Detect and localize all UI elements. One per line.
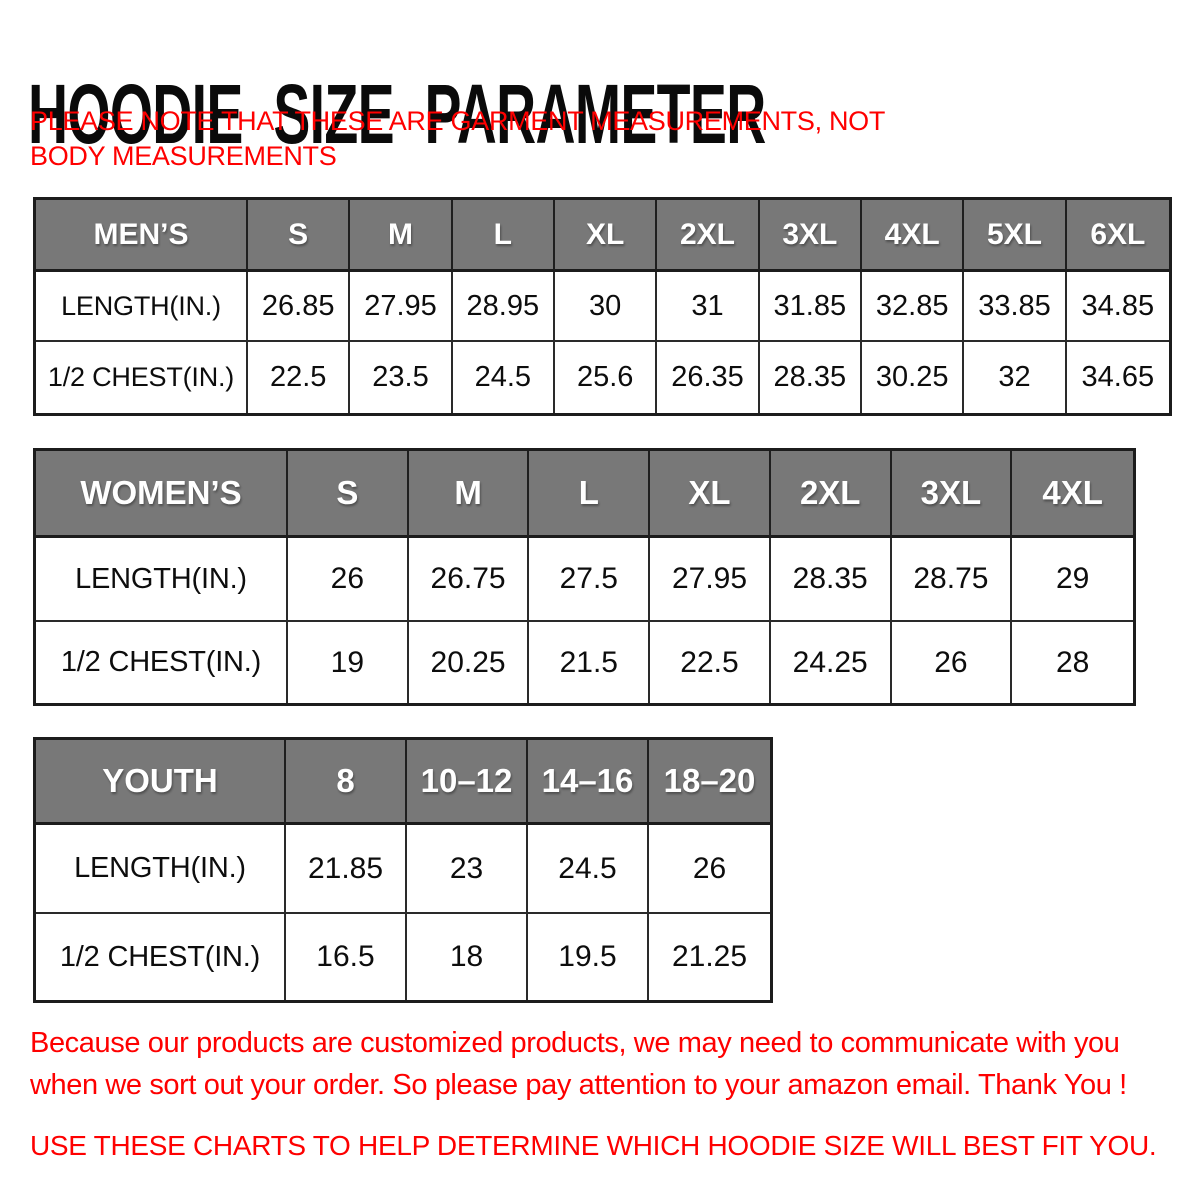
- mens-value-cell: 28.35: [759, 342, 862, 413]
- mens-value-cell: 26.85: [248, 272, 351, 342]
- womens-value-cell: 26: [288, 538, 409, 622]
- mens-value-cell: 25.6: [555, 342, 658, 413]
- womens-value-cell: 19: [288, 622, 409, 703]
- mens-value-cell: 32.85: [862, 272, 965, 342]
- mens-size-header: 5XL: [964, 200, 1067, 272]
- womens-value-cell: 22.5: [650, 622, 771, 703]
- youth-size-header: 14–16: [528, 740, 649, 825]
- mens-value-cell: 34.65: [1066, 342, 1169, 413]
- youth-value-cell: 21.85: [286, 825, 407, 914]
- youth-row-label: 1/2 CHEST(IN.): [36, 914, 286, 1000]
- womens-row-label: 1/2 CHEST(IN.): [36, 622, 288, 703]
- mens-row-label: 1/2 CHEST(IN.): [36, 342, 248, 413]
- youth-size-header: 8: [286, 740, 407, 825]
- womens-value-cell: 28.35: [770, 538, 892, 622]
- youth-value-cell: 26: [649, 825, 770, 914]
- mens-size-header: 2XL: [657, 200, 760, 272]
- youth-row-label: LENGTH(IN.): [36, 825, 286, 914]
- womens-value-cell: 24.25: [770, 622, 892, 703]
- mens-size-header: L: [452, 200, 555, 272]
- mens-row-label: LENGTH(IN.): [36, 272, 248, 342]
- womens-value-cell: 27.5: [529, 538, 651, 622]
- mens-value-cell: 33.85: [964, 272, 1067, 342]
- womens-size-header: 2XL: [770, 451, 892, 538]
- youth-value-cell: 19.5: [528, 914, 649, 1000]
- womens-value-cell: 21.5: [529, 622, 651, 703]
- youth-value-cell: 18: [407, 914, 528, 1000]
- mens-value-cell: 23.5: [350, 342, 453, 413]
- womens-value-cell: 29: [1012, 538, 1133, 622]
- mens-value-cell: 24.5: [452, 342, 555, 413]
- mens-value-cell: 31: [657, 272, 760, 342]
- mens-size-header: XL: [555, 200, 658, 272]
- mens-value-cell: 22.5: [248, 342, 351, 413]
- mens-value-cell: 30.25: [862, 342, 965, 413]
- womens-value-cell: 28.75: [891, 538, 1013, 622]
- mens-size-header: 6XL: [1066, 200, 1169, 272]
- womens-value-cell: 26: [891, 622, 1013, 703]
- mens-size-header: S: [248, 200, 351, 272]
- womens-group-label: WOMEN’S: [36, 451, 288, 538]
- garment-measurement-disclaimer: PLEASE NOTE THAT THESE ARE GARMENT MEASU…: [30, 106, 885, 171]
- mens-value-cell: 26.35: [657, 342, 760, 413]
- youth-size-header: 10–12: [407, 740, 528, 825]
- mens-value-cell: 30: [555, 272, 658, 342]
- youth-value-cell: 23: [407, 825, 528, 914]
- womens-value-cell: 20.25: [408, 622, 530, 703]
- mens-group-label: MEN’S: [36, 200, 248, 272]
- womens-value-cell: 26.75: [408, 538, 530, 622]
- youth-size-table: YOUTH 8 10–12 14–16 18–20 LENGTH(IN.) 21.85 23 2…: [33, 737, 773, 1003]
- womens-size-table: WOMEN’S S M L XL 2XL 3XL 4XL LENGTH(IN.) 26 26.75 2…: [33, 448, 1136, 706]
- customization-notice: Because our products are customized prod…: [30, 1027, 1127, 1101]
- womens-size-header: XL: [650, 451, 771, 538]
- youth-value-cell: 16.5: [286, 914, 407, 1000]
- mens-value-cell: 32: [964, 342, 1067, 413]
- mens-value-cell: 28.95: [452, 272, 555, 342]
- womens-size-header: M: [408, 451, 530, 538]
- mens-size-header: 4XL: [862, 200, 965, 272]
- youth-size-header: 18–20: [649, 740, 770, 825]
- youth-value-cell: 24.5: [528, 825, 649, 914]
- mens-size-header: M: [350, 200, 453, 272]
- youth-group-label: YOUTH: [36, 740, 286, 825]
- womens-size-header: 3XL: [891, 451, 1013, 538]
- mens-value-cell: 31.85: [759, 272, 862, 342]
- womens-row-label: LENGTH(IN.): [36, 538, 288, 622]
- womens-value-cell: 28: [1012, 622, 1133, 703]
- womens-size-header: 4XL: [1012, 451, 1133, 538]
- page-title: HOODIE SIZE PARAMETER: [28, 67, 766, 162]
- womens-size-header: S: [288, 451, 409, 538]
- youth-value-cell: 21.25: [649, 914, 770, 1000]
- mens-size-header: 3XL: [759, 200, 862, 272]
- womens-value-cell: 27.95: [650, 538, 771, 622]
- womens-size-header: L: [529, 451, 651, 538]
- mens-value-cell: 34.85: [1066, 272, 1169, 342]
- chart-usage-advice: USE THESE CHARTS TO HELP DETERMINE WHICH…: [30, 1130, 1157, 1161]
- mens-size-table: MEN’S S M L XL 2XL 3XL 4XL 5XL 6XL LENGTH(IN.) 26.8…: [33, 197, 1172, 416]
- mens-value-cell: 27.95: [350, 272, 453, 342]
